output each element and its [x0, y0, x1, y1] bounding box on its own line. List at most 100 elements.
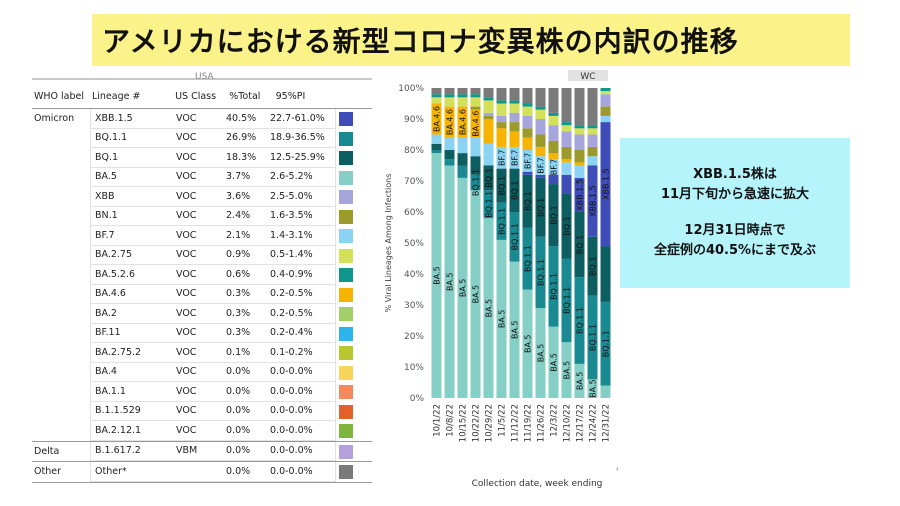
cell-total: 40.5% [222, 109, 266, 129]
cell-color [336, 207, 366, 227]
cell-color [336, 382, 366, 402]
cell-who-label: Delta [34, 445, 60, 457]
bar-segment [561, 193, 572, 259]
lineage-color-swatch [339, 229, 353, 243]
cell-color [336, 226, 366, 246]
table-row: BA.5.2.6 VOC 0.6% 0.4-0.9% [32, 265, 372, 285]
x-tick-label: 12/31/22 [602, 404, 612, 442]
cell-total: 0.9% [222, 246, 266, 265]
cell-color [336, 442, 366, 462]
table-top-divider [32, 78, 372, 80]
bar-segment [496, 168, 507, 203]
bar-segment [509, 146, 520, 169]
cell-95pi: 0.0-0.0% [266, 362, 336, 382]
header-color [343, 84, 372, 108]
table-row: BQ.1.1 VOC 26.9% 18.9-36.5% [32, 128, 372, 148]
table-row: BA.4.6 VOC 0.3% 0.2-0.5% [32, 284, 372, 304]
bar-segment-label: BQ.1 [550, 205, 559, 224]
bar-segment [444, 159, 455, 166]
header-us-class: US Class [175, 90, 217, 102]
cell-95pi: 0.0-0.0% [266, 401, 336, 421]
cell-95pi: 22.7-61.0% [266, 109, 336, 129]
cell-lineage: BQ.1 [90, 148, 170, 168]
cell-color [336, 421, 366, 441]
cell-us-class: VOC [170, 304, 222, 324]
bar-segment [535, 119, 546, 135]
cell-lineage: BA.2.75 [90, 245, 170, 265]
cell-us-class [170, 462, 222, 482]
bar-segment [509, 131, 520, 147]
bar-segment [522, 103, 533, 107]
bar-segment-label: BF.7 [537, 157, 546, 173]
bar-segment [483, 119, 494, 144]
bar-segment-label: BA.5 [511, 321, 520, 339]
bar-segment-label: BQ.1 [524, 191, 533, 210]
bar-segment-label: BA.5 [550, 353, 559, 371]
cell-total: 0.1% [222, 343, 266, 363]
cell-95pi: 1.4-3.1% [266, 226, 336, 246]
bar-segment [470, 137, 481, 157]
bar-segment-label: BQ.1.1 [498, 208, 507, 235]
bar-segment [574, 177, 585, 212]
bar-segment [470, 109, 481, 138]
callout-line-2: 11月下旬から急速に拡大 [660, 187, 810, 202]
y-axis-label: % Viral Lineages Among Infections [384, 174, 393, 313]
bar-segment [444, 165, 455, 398]
cell-lineage: B.1.1.529 [90, 401, 170, 421]
bar-segment [496, 100, 507, 104]
bar-segment [574, 125, 585, 129]
bar-segment [457, 94, 468, 98]
cell-lineage: BA.2.12.1 [90, 421, 170, 441]
bar-segment [483, 190, 494, 219]
bar-segment [600, 385, 611, 398]
bar-segment [574, 277, 585, 364]
bar-segment [587, 379, 598, 398]
bar-segment [431, 153, 442, 398]
bar-segment [496, 239, 507, 398]
bar-segment [587, 165, 598, 237]
bar-segment [561, 174, 572, 194]
bar-segment-label: BQ.1.1 [563, 287, 572, 314]
bar-segment-label: BA.5 [563, 361, 572, 379]
bar-segment [561, 125, 572, 132]
cell-us-class: VOC [170, 109, 222, 129]
bar-segment [600, 115, 611, 123]
x-tick-label: 11/12/22 [511, 404, 521, 442]
bar-segment [496, 146, 507, 169]
cell-us-class: VBM [170, 442, 222, 461]
bar-segment [522, 171, 533, 175]
table-row: BF.11 VOC 0.3% 0.2-0.4% [32, 323, 372, 343]
bar-segment [522, 227, 533, 290]
table-row: B.1.1.529 VOC 0.0% 0.0-0.0% [32, 401, 372, 422]
cell-95pi: 12.5-25.9% [266, 148, 336, 168]
bar-segment [535, 109, 546, 119]
lineage-color-swatch [339, 385, 353, 399]
bar-segment-label: BA.5 [485, 299, 494, 317]
cell-us-class: VOC [170, 382, 222, 402]
header-lineage: Lineage # [91, 90, 141, 102]
x-tick-label: 10/1/22 [433, 404, 443, 437]
cut-header-text: USA [195, 72, 214, 82]
bar-segment-label: XBB.1.5 [589, 185, 598, 217]
bar-segment [522, 115, 533, 129]
cell-total: 2.1% [222, 226, 266, 246]
lineage-color-swatch [339, 404, 353, 419]
bar-segment [457, 97, 468, 107]
cell-95pi: 0.4-0.9% [266, 265, 336, 285]
table-header-row: WHO label Lineage # US Class %Total 95%P… [32, 84, 372, 109]
lineage-color-swatch [339, 444, 353, 459]
bar-segment [535, 177, 546, 237]
cell-95pi: 0.0-0.0% [266, 441, 336, 461]
bar-segment [587, 295, 598, 380]
bar-segment [509, 112, 520, 123]
cell-95pi: 18.9-36.5% [266, 128, 336, 148]
header-total: %Total [229, 90, 261, 102]
cell-us-class: VOC [170, 226, 222, 246]
x-tick-label: 11/5/22 [498, 404, 508, 437]
cell-us-class: VOC [170, 285, 222, 304]
lineage-color-swatch [339, 170, 353, 185]
cell-95pi: 2.6-5.2% [266, 167, 336, 187]
cell-color [336, 402, 366, 422]
cell-95pi: 0.2-0.5% [266, 304, 336, 324]
bar-segment [470, 156, 481, 175]
